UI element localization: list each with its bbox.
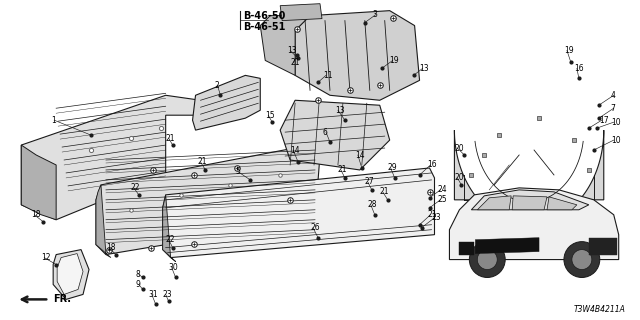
Text: 18: 18 bbox=[31, 210, 41, 219]
Text: 24: 24 bbox=[438, 185, 447, 194]
Text: 8: 8 bbox=[136, 270, 141, 279]
Circle shape bbox=[564, 242, 600, 277]
Text: 14: 14 bbox=[355, 150, 364, 160]
Polygon shape bbox=[476, 238, 539, 253]
Text: 29: 29 bbox=[388, 164, 397, 172]
Polygon shape bbox=[280, 100, 390, 170]
Polygon shape bbox=[460, 242, 474, 255]
Text: 28: 28 bbox=[368, 200, 378, 209]
Text: FR.: FR. bbox=[53, 294, 71, 304]
Text: T3W4B4211A: T3W4B4211A bbox=[574, 305, 626, 314]
Polygon shape bbox=[96, 145, 320, 255]
Text: B-46-50: B-46-50 bbox=[243, 11, 285, 21]
Text: 23: 23 bbox=[431, 213, 441, 222]
Text: 4: 4 bbox=[611, 91, 616, 100]
Circle shape bbox=[469, 242, 505, 277]
Text: 22: 22 bbox=[131, 183, 140, 192]
Text: 21: 21 bbox=[290, 58, 300, 67]
Text: 16: 16 bbox=[574, 64, 584, 73]
Polygon shape bbox=[21, 145, 56, 220]
Text: 20: 20 bbox=[454, 144, 464, 153]
Text: 27: 27 bbox=[365, 177, 374, 187]
Text: 11: 11 bbox=[323, 71, 333, 80]
Text: 23: 23 bbox=[163, 290, 172, 299]
Polygon shape bbox=[295, 11, 420, 100]
Polygon shape bbox=[547, 197, 577, 210]
Polygon shape bbox=[512, 196, 547, 210]
Text: 10: 10 bbox=[611, 118, 620, 127]
Text: 19: 19 bbox=[390, 56, 399, 65]
Polygon shape bbox=[471, 190, 589, 210]
Text: 16: 16 bbox=[428, 160, 437, 170]
Polygon shape bbox=[21, 95, 200, 220]
Polygon shape bbox=[477, 196, 511, 210]
Polygon shape bbox=[280, 4, 322, 20]
Text: 6: 6 bbox=[323, 128, 328, 137]
Circle shape bbox=[572, 250, 592, 269]
Text: 14: 14 bbox=[290, 146, 300, 155]
Polygon shape bbox=[589, 238, 617, 255]
Text: 7: 7 bbox=[611, 104, 616, 113]
Text: 5: 5 bbox=[236, 167, 240, 176]
Polygon shape bbox=[449, 188, 619, 260]
Text: 21: 21 bbox=[198, 157, 207, 166]
Text: 31: 31 bbox=[148, 290, 158, 299]
Text: B-46-51: B-46-51 bbox=[243, 22, 285, 32]
Text: 20: 20 bbox=[454, 173, 464, 182]
Polygon shape bbox=[454, 130, 604, 225]
Text: 30: 30 bbox=[169, 263, 179, 272]
Polygon shape bbox=[53, 250, 89, 300]
Text: 3: 3 bbox=[372, 10, 378, 19]
Polygon shape bbox=[57, 253, 83, 294]
Polygon shape bbox=[163, 168, 435, 258]
Text: 22: 22 bbox=[166, 235, 175, 244]
Text: 21: 21 bbox=[338, 165, 348, 174]
Text: 21: 21 bbox=[166, 133, 175, 143]
Text: 17: 17 bbox=[599, 116, 609, 125]
Text: 26: 26 bbox=[310, 223, 319, 232]
Text: 21: 21 bbox=[428, 210, 437, 219]
Text: 1: 1 bbox=[51, 116, 56, 125]
Polygon shape bbox=[193, 76, 260, 130]
Text: 21: 21 bbox=[380, 188, 389, 196]
Text: 19: 19 bbox=[564, 46, 573, 55]
Text: 2: 2 bbox=[214, 81, 220, 90]
Polygon shape bbox=[96, 185, 111, 258]
Text: 18: 18 bbox=[106, 243, 115, 252]
Text: 12: 12 bbox=[41, 253, 51, 262]
Polygon shape bbox=[260, 16, 310, 76]
Text: 9: 9 bbox=[136, 280, 141, 289]
Text: 13: 13 bbox=[335, 106, 344, 115]
Text: 13: 13 bbox=[287, 46, 297, 55]
Circle shape bbox=[477, 250, 497, 269]
Text: 13: 13 bbox=[420, 64, 429, 73]
Text: 15: 15 bbox=[265, 111, 275, 120]
Text: 10: 10 bbox=[611, 136, 620, 145]
Polygon shape bbox=[163, 195, 175, 261]
Text: 25: 25 bbox=[438, 195, 447, 204]
